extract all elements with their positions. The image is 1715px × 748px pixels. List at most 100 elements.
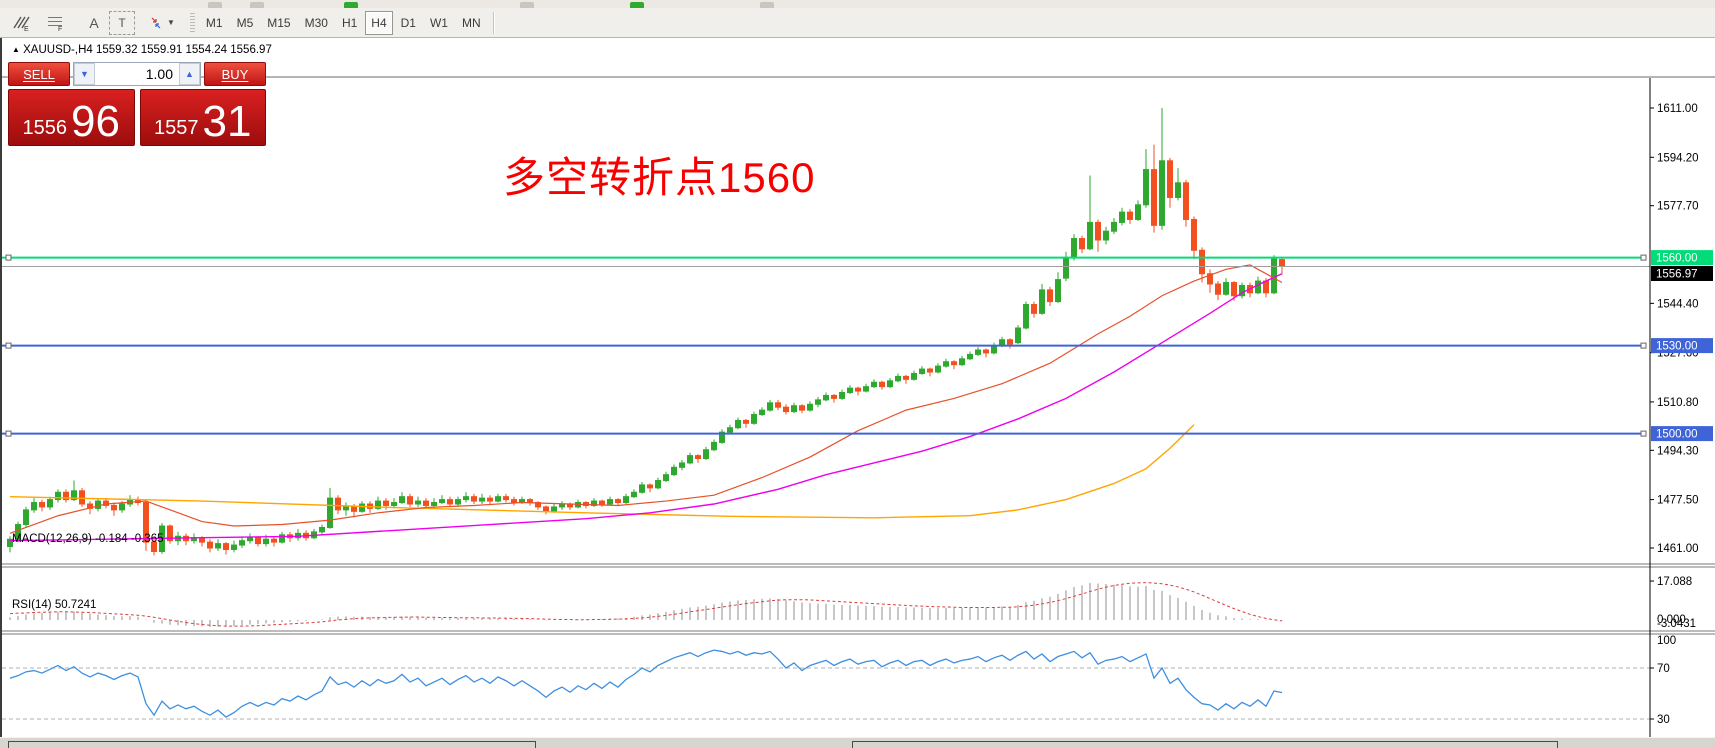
candle-body [639, 484, 645, 493]
candle-body [1111, 221, 1117, 232]
toolbar-separator [492, 11, 495, 34]
candle-body [231, 544, 237, 550]
macd-signal-line [9, 582, 1283, 627]
macd-tick-label: 0.000 [1657, 614, 1686, 626]
resistance-1560-handle[interactable] [5, 254, 12, 261]
chart-tab-strip [0, 737, 1715, 748]
candle-body [471, 496, 477, 502]
sell-price-display[interactable]: 1556 96 [8, 89, 135, 146]
support-1530-handle[interactable] [1640, 342, 1647, 349]
timeframe-m30[interactable]: M30 [304, 15, 328, 30]
resistance-1560-badge-label: 1560.00 [1656, 253, 1698, 265]
candle-body [455, 499, 461, 505]
resistance-1560-handle[interactable] [1640, 254, 1647, 261]
candle-body [359, 503, 365, 512]
candle-body [1191, 218, 1197, 251]
toolbar-drag-handle[interactable] [189, 12, 195, 33]
buy-button[interactable]: BUY [204, 62, 266, 86]
current-price-badge [1651, 265, 1713, 281]
chart-tab[interactable] [852, 741, 1558, 748]
candle-body [55, 491, 61, 501]
candle-body [631, 491, 637, 498]
chart-tab[interactable] [8, 741, 536, 748]
chart-background [2, 78, 1715, 748]
cursor-arrows-icon[interactable]: ▼ [142, 11, 181, 35]
text-box-icon[interactable]: T [109, 10, 135, 35]
timeframe-m1[interactable]: M1 [205, 15, 223, 30]
candle-body [599, 500, 605, 505]
candle-body [383, 500, 389, 506]
candle-body [279, 534, 285, 543]
candle-body [375, 500, 381, 509]
sell-button[interactable]: SELL [8, 62, 70, 86]
symbol-ohlc-text: XAUUSD-,H4 1559.32 1559.91 1554.24 1556.… [23, 44, 272, 56]
chart-canvas[interactable]: 1611.001594.201577.701544.401527.601510.… [0, 38, 1715, 748]
candle-body [1263, 280, 1269, 294]
candle-body [591, 500, 597, 506]
candle-body [895, 375, 901, 382]
candle-body [1239, 284, 1245, 297]
toolbar-fragment [760, 2, 774, 8]
buy-price-big: 31 [202, 97, 252, 147]
support-1530-handle[interactable] [5, 342, 12, 349]
chart-window[interactable]: 1611.00 1594.20 1577.70 1544.40 1527.60 1510.… [0, 38, 1715, 748]
support-1500-badge [1651, 426, 1713, 442]
grid-icon[interactable]: F [40, 11, 72, 35]
buy-price-display[interactable]: 1557 31 [139, 89, 266, 147]
candle-body [151, 541, 157, 553]
candle-body [695, 455, 701, 460]
experts-icon[interactable]: E [6, 11, 38, 35]
candle-body [1167, 160, 1173, 198]
candle-body [615, 499, 621, 504]
candle-body [327, 497, 333, 528]
volume-up-icon[interactable]: ▲ [179, 63, 200, 85]
rsi-indicator-label: RSI(14) 50.7241 [12, 599, 97, 611]
chart-annotation[interactable]: 多空转折点1560 [503, 154, 816, 201]
resistance-1560-badge [1651, 250, 1713, 266]
volume-down-icon[interactable]: ▼ [74, 63, 95, 85]
timeframe-mn[interactable]: MN [461, 15, 481, 30]
timeframe-d1[interactable]: D1 [400, 15, 416, 30]
candle-body [111, 504, 117, 511]
candle-body [831, 394, 837, 399]
timeframe-w1[interactable]: W1 [429, 15, 448, 30]
candle-body [423, 500, 429, 506]
candle-body [727, 427, 733, 433]
price-tick-label: 1544.40 [1657, 298, 1699, 310]
toolbar-fragment [520, 2, 534, 8]
candle-body [863, 386, 869, 392]
candle-body [1063, 257, 1069, 279]
charts-toolbar: E F A T ▼ M1 M5 M15 M30 H1 H4 D1 W1 MN [0, 8, 1715, 38]
candle-body [63, 491, 69, 501]
candle-body [751, 414, 757, 424]
candle-body [1095, 221, 1101, 241]
candle-body [1255, 280, 1261, 294]
candle-body [1135, 204, 1141, 220]
volume-input[interactable]: 1.00 [145, 66, 173, 82]
price-tick-label: 1594.20 [1657, 152, 1699, 164]
candle-body [119, 503, 125, 511]
timeframe-h4[interactable]: H4 [365, 10, 393, 35]
svg-text:F: F [58, 26, 62, 32]
toolbar-fragment [208, 2, 222, 8]
rsi-tick-label: 30 [1657, 714, 1670, 726]
candle-body [671, 466, 677, 476]
support-1500-handle[interactable] [5, 430, 12, 437]
toolbar-fragment [344, 2, 358, 8]
timeframe-h1[interactable]: H1 [341, 15, 358, 30]
collapse-icon[interactable]: ▲ [12, 45, 20, 54]
candle-body [783, 406, 789, 413]
candle-body [943, 361, 949, 367]
candle-body [607, 499, 613, 505]
text-label-icon[interactable]: A [89, 14, 99, 31]
current-price-badge-label: 1556.97 [1656, 268, 1698, 280]
candle-body [431, 502, 437, 506]
timeframe-m15[interactable]: M15 [267, 15, 291, 30]
support-1500-handle[interactable] [1640, 430, 1647, 437]
volume-stepper: ▼ 1.00 ▲ [73, 62, 201, 86]
timeframe-m5[interactable]: M5 [236, 15, 254, 30]
candle-body [215, 543, 221, 549]
candle-body [487, 497, 493, 502]
candle-body [559, 503, 565, 508]
